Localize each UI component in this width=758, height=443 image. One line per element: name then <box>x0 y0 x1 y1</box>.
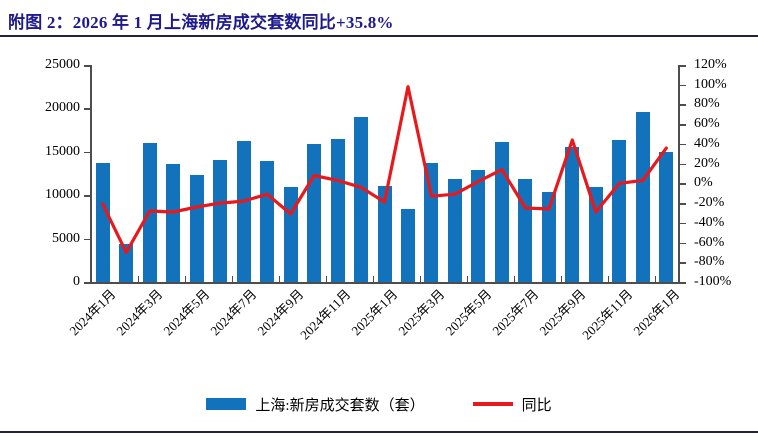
y-axis-left-tick <box>84 65 90 67</box>
legend-line-label: 同比 <box>521 397 552 414</box>
x-axis-spine <box>90 282 680 284</box>
y-axis-label-right: 80% <box>694 96 720 112</box>
y-axis-right-tick <box>679 183 686 185</box>
bar <box>213 159 228 282</box>
y-axis-label-left: 15000 <box>45 143 80 159</box>
y-axis-right-tick <box>679 163 686 166</box>
bar <box>330 138 345 282</box>
x-axis-tick <box>372 276 375 282</box>
bar <box>424 163 439 282</box>
legend: 上海:新房成交套数（套） 同比 <box>0 393 758 415</box>
bar <box>541 191 556 282</box>
bar <box>588 186 603 282</box>
y-axis-label-right: -40% <box>694 214 725 230</box>
y-axis-label-right: 40% <box>694 135 720 151</box>
y-axis-left-tick <box>84 151 90 154</box>
y-axis-right-tick <box>679 242 686 245</box>
y-axis-label-left: 0 <box>73 274 80 289</box>
y-axis-right-tick <box>679 203 686 205</box>
x-axis-label: 2025年1月 <box>348 286 401 339</box>
y-axis-label-right: -80% <box>694 254 725 270</box>
y-axis-right-tick <box>679 262 686 264</box>
x-axis-tick <box>184 276 187 282</box>
legend-bar-swatch-icon <box>206 398 247 410</box>
bar <box>635 111 650 282</box>
y-axis-right-tick <box>679 124 686 126</box>
bar <box>260 161 275 282</box>
x-axis-tick <box>137 276 140 282</box>
y-axis-right-tick <box>679 282 686 284</box>
y-axis-left-tick <box>84 238 90 241</box>
bar <box>400 209 415 282</box>
bar <box>166 163 181 282</box>
bar <box>119 243 134 282</box>
legend-line-swatch-icon <box>472 402 513 406</box>
y-axis-right-tick <box>679 143 686 146</box>
y-axis-label-right: -100% <box>694 274 732 289</box>
bar <box>494 142 509 282</box>
bottom-rule <box>0 431 758 433</box>
bar <box>354 117 369 282</box>
bar <box>447 178 462 282</box>
x-axis-label: 2025年5月 <box>442 286 495 339</box>
bar <box>612 139 627 282</box>
legend-bar-label: 上海:新房成交套数（套） <box>255 397 425 414</box>
x-axis-label: 2025年3月 <box>395 286 448 339</box>
y-axis-left-tick <box>84 282 90 284</box>
x-axis-label: 2024年5月 <box>160 286 213 339</box>
bar <box>518 178 533 282</box>
y-axis-label-right: 120% <box>694 57 727 72</box>
figure-title: 附图 2：2026 年 1 月上海新房成交套数同比+35.8% <box>8 13 394 32</box>
x-axis-label: 2024年3月 <box>113 286 166 339</box>
x-axis-tick <box>325 276 328 282</box>
y-axis-label-right: 0% <box>694 175 713 191</box>
bar <box>471 170 486 282</box>
y-axis-right-spine <box>678 65 680 283</box>
y-axis-label-left: 10000 <box>45 187 80 203</box>
bar <box>659 151 674 282</box>
x-axis-label: 2026年1月 <box>630 286 683 339</box>
y-axis-left-tick <box>84 108 90 110</box>
x-axis-tick <box>231 276 234 282</box>
x-axis-tick <box>513 276 516 282</box>
y-axis-label-right: 100% <box>694 76 727 92</box>
x-axis-tick <box>466 276 469 282</box>
y-axis-label-right: -20% <box>694 195 725 211</box>
x-axis-label: 2024年7月 <box>207 286 260 339</box>
y-axis-left-tick <box>84 195 90 197</box>
x-axis-tick <box>419 276 422 282</box>
y-axis-right-tick <box>679 84 686 87</box>
x-axis-label: 2025年7月 <box>489 286 542 339</box>
y-axis-right-tick <box>679 222 686 225</box>
bar <box>95 163 110 282</box>
bar <box>142 143 157 282</box>
bar <box>283 187 298 282</box>
y-axis-label-right: -60% <box>694 234 725 250</box>
x-axis-tick <box>607 276 610 282</box>
y-axis-label-right: 60% <box>694 116 720 132</box>
bar <box>565 146 580 282</box>
y-axis-right-tick <box>679 65 686 67</box>
y-axis-label-left: 5000 <box>52 230 80 246</box>
y-axis-right-tick <box>679 104 686 106</box>
x-axis-label: 2025年11月 <box>578 286 636 343</box>
x-axis-label: 2024年11月 <box>297 286 354 343</box>
bar <box>377 186 392 282</box>
x-axis-tick <box>654 276 657 282</box>
x-axis-label: 2024年1月 <box>66 286 119 339</box>
bar <box>236 141 251 282</box>
y-axis-label-right: 20% <box>694 155 720 171</box>
x-axis-tick <box>278 276 281 282</box>
x-axis-tick <box>560 276 563 282</box>
y-axis-left-spine <box>90 65 92 283</box>
bar <box>189 175 204 282</box>
y-axis-label-left: 25000 <box>45 57 80 72</box>
y-axis-label-left: 20000 <box>45 100 80 116</box>
bar <box>307 143 322 282</box>
title-rule <box>0 35 758 37</box>
